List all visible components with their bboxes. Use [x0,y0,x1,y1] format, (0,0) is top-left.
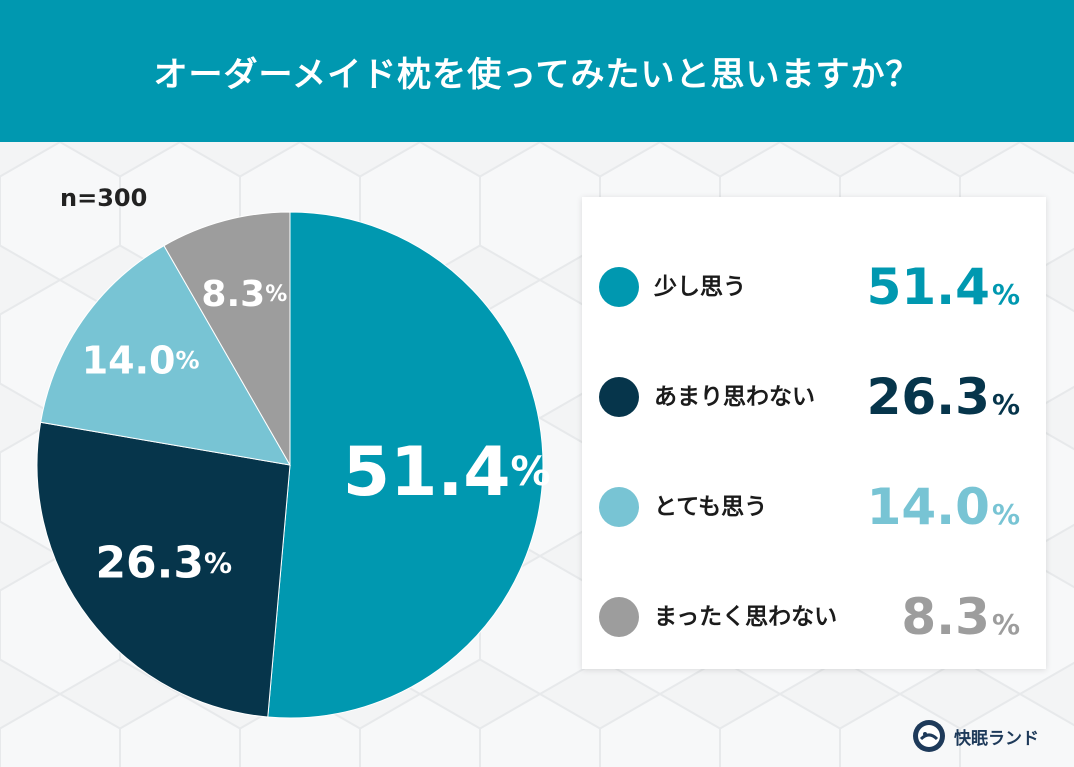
pie-slice-3 [40,244,291,466]
sample-size-label: n=300 [60,184,148,212]
chart-legend: 少し思う 51.4% あまり思わない 26.3% とても思う 14.0% まったく思わない 8… [582,197,1046,669]
pie-data-label-4: 8.3% [201,273,287,314]
legend-item: とても思う 14.0% [582,477,1046,537]
legend-label: 少し思う [654,274,746,300]
pie-slice-2 [36,421,291,718]
pie-data-label-1: 51.4% [343,432,551,511]
sleeping-logo-icon [913,720,945,752]
brand-name: 快眠ランド [954,728,1039,749]
legend-value: 14.0% [866,478,1020,536]
legend-label: まったく思わない [654,604,838,630]
legend-item: あまり思わない 26.3% [582,367,1046,427]
legend-value: 51.4% [866,258,1020,316]
legend-item: まったく思わない 8.3% [582,587,1046,647]
brand-mark: 快眠ランド [912,718,1039,754]
chart-title: オーダーメイド枕を使ってみたいと思いますか？ [153,54,921,95]
pie-chart: 51.4% 26.3% 14.0%8.3% [36,211,551,719]
legend-label: とても思う [654,494,768,520]
pie-slice-4 [163,211,291,467]
pie-slice-1 [267,211,544,719]
legend-swatch [599,377,639,417]
legend-value: 8.3% [901,588,1020,646]
legend-label: あまり思わない [654,384,815,410]
legend-value: 26.3% [866,368,1020,426]
pie-data-label-2: 26.3% [95,537,232,588]
title-banner: オーダーメイド枕を使ってみたいと思いますか？ [0,0,1074,142]
legend-swatch [599,267,639,307]
legend-swatch [599,487,639,527]
legend-item: 少し思う 51.4% [582,257,1046,317]
legend-swatch [599,597,639,637]
pie-data-label-3: 14.0% [82,339,200,383]
